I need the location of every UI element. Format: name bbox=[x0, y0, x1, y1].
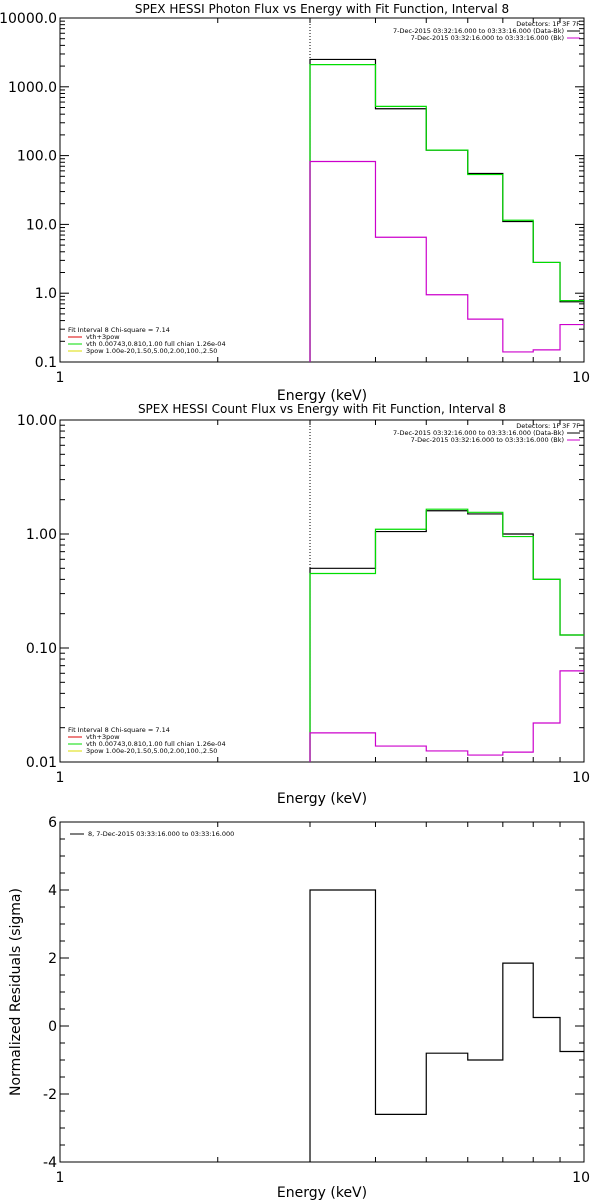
y-tick-label: 4 bbox=[48, 883, 57, 899]
y-tick-label: 6 bbox=[48, 815, 57, 831]
chart-title: SPEX HESSI Count Flux vs Energy with Fit… bbox=[138, 402, 506, 416]
fit-legend-entry: Fit Interval 8 Chi-square = 7.14 bbox=[68, 726, 170, 734]
legend-top-entry: Detectors: 1F 3F 7F bbox=[516, 20, 580, 28]
chart-panel-2: SPEX HESSI Count Flux vs Energy with Fit… bbox=[17, 402, 590, 807]
y-tick-label: 0 bbox=[48, 1019, 57, 1035]
legend-top-entry: 7-Dec-2015 03:32:16.000 to 03:33:16.000 … bbox=[393, 429, 564, 437]
x-axis-label: Energy (keV) bbox=[277, 1185, 367, 1200]
y-tick-label: 0.10 bbox=[26, 641, 57, 657]
y-tick-label: 10000.0 bbox=[0, 11, 57, 27]
fit-legend-entry: vth+3pow bbox=[86, 333, 120, 341]
x-tick-label: 10 bbox=[572, 770, 590, 786]
series-line-2 bbox=[309, 64, 584, 362]
series-line-1 bbox=[309, 889, 584, 1162]
y-tick-label: 10.0 bbox=[26, 217, 57, 233]
y-tick-label: 1.0 bbox=[35, 286, 57, 302]
legend-top-entry: 7-Dec-2015 03:32:16.000 to 03:33:16.000 … bbox=[393, 27, 564, 35]
y-tick-label: -4 bbox=[43, 1155, 57, 1171]
series-line-3 bbox=[309, 160, 584, 362]
series-line-1 bbox=[309, 58, 584, 362]
legend-top-entry: 7-Dec-2015 03:32:16.000 to 03:33:16.000 … bbox=[411, 436, 564, 444]
chart-title: SPEX HESSI Photon Flux vs Energy with Fi… bbox=[135, 2, 509, 16]
y-tick-label: 0.01 bbox=[26, 755, 57, 771]
plot-frame bbox=[59, 17, 585, 363]
fit-legend-entry: vth+3pow bbox=[86, 733, 120, 741]
plot-frame bbox=[59, 419, 585, 763]
x-tick-label: 10 bbox=[572, 370, 590, 386]
y-tick-label: 100.0 bbox=[17, 149, 57, 165]
x-axis-label: Energy (keV) bbox=[277, 388, 367, 404]
x-tick-label: 1 bbox=[56, 1170, 65, 1186]
fit-legend-entry: 3pow 1.00e-20,1.50,5.00,2.00,100.,2.50 bbox=[86, 747, 217, 755]
series-line-1 bbox=[309, 510, 584, 762]
legend-top-entry: Detectors: 1F 3F 7F bbox=[516, 422, 580, 430]
series-line-3 bbox=[309, 670, 584, 762]
y-tick-label: 1.00 bbox=[26, 527, 57, 543]
fit-legend-entry: vth 0.00743,0.810,1.00 full chian 1.26e-… bbox=[86, 740, 226, 748]
y-tick-label: 2 bbox=[48, 951, 57, 967]
fit-legend-entry: 3pow 1.00e-20,1.50,5.00,2.00,100.,2.50 bbox=[86, 347, 217, 355]
y-tick-label: -2 bbox=[43, 1087, 57, 1103]
fit-legend-entry: Fit Interval 8 Chi-square = 7.14 bbox=[68, 326, 170, 334]
x-axis-label: Energy (keV) bbox=[277, 791, 367, 807]
legend-top-entry: 7-Dec-2015 03:32:16.000 to 03:33:16.000 … bbox=[411, 34, 564, 42]
x-tick-label: 1 bbox=[56, 770, 65, 786]
chart-panel-3: Energy (keV) Normalized Residuals (sigma)… bbox=[8, 815, 590, 1200]
y-tick-label: 1000.0 bbox=[8, 80, 57, 96]
x-tick-label: 10 bbox=[572, 1170, 590, 1186]
series-line-2 bbox=[309, 508, 584, 762]
y-tick-label: 10.00 bbox=[17, 413, 57, 429]
legend-entry: 8, 7-Dec-2015 03:33:16.000 to 03:33:16.0… bbox=[88, 830, 234, 838]
fit-legend-entry: vth 0.00743,0.810,1.00 full chian 1.26e-… bbox=[86, 340, 226, 348]
y-axis-label: Normalized Residuals (sigma) bbox=[8, 888, 24, 1096]
y-tick-label: 0.1 bbox=[35, 355, 57, 371]
chart-panel-1: SPEX HESSI Photon Flux vs Energy with Fi… bbox=[0, 2, 590, 404]
x-tick-label: 1 bbox=[56, 370, 65, 386]
plot-frame bbox=[59, 821, 585, 1163]
